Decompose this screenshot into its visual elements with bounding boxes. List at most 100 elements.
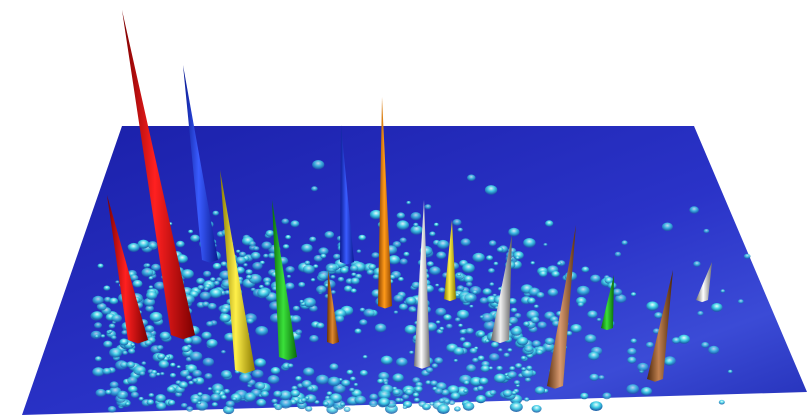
noise-peak <box>271 367 281 374</box>
noise-peak <box>298 282 305 287</box>
noise-peak <box>719 400 725 405</box>
noise-peak <box>397 212 405 218</box>
noise-peak <box>291 315 301 323</box>
noise-peak <box>393 389 401 395</box>
noise-peak <box>330 275 335 279</box>
noise-peak <box>212 402 218 407</box>
noise-peak <box>581 267 589 273</box>
noise-peak <box>220 314 231 323</box>
noise-peak <box>351 289 357 294</box>
noise-peak <box>427 261 434 266</box>
noise-peak <box>133 280 143 288</box>
noise-peak <box>627 348 636 355</box>
noise-peak <box>182 346 191 353</box>
noise-peak <box>498 348 503 352</box>
noise-peak <box>557 262 562 266</box>
noise-peak <box>340 402 345 406</box>
noise-peak <box>203 358 214 367</box>
noise-peak <box>744 254 751 259</box>
noise-peak <box>209 288 222 298</box>
noise-peak <box>295 329 302 334</box>
noise-peak <box>128 243 140 252</box>
noise-peak <box>496 366 503 371</box>
noise-peak <box>436 321 441 324</box>
noise-peak <box>662 223 673 232</box>
noise-peak <box>515 256 520 260</box>
noise-peak <box>527 297 535 304</box>
noise-peak <box>236 256 246 264</box>
noise-peak <box>437 240 449 249</box>
noise-peak <box>111 336 117 340</box>
noise-peak <box>377 379 384 384</box>
noise-peak <box>239 252 246 257</box>
noise-peak <box>253 246 259 251</box>
noise-peak <box>738 299 744 303</box>
noise-peak <box>422 404 431 411</box>
noise-peak <box>311 186 318 191</box>
noise-peak <box>360 308 365 312</box>
noise-peak <box>206 339 217 348</box>
noise-peak <box>316 285 326 293</box>
noise-peak <box>486 255 493 260</box>
noise-peak <box>323 402 329 407</box>
noise-peak <box>425 204 432 209</box>
noise-peak <box>597 318 602 321</box>
noise-peak <box>539 271 547 278</box>
noise-peak <box>480 297 489 304</box>
noise-peak <box>198 285 205 290</box>
noise-peak <box>316 375 329 385</box>
noise-peak <box>536 292 544 298</box>
noise-peak <box>192 370 202 377</box>
noise-peak <box>466 282 473 287</box>
noise-peak <box>273 391 282 398</box>
noise-peak <box>357 250 362 254</box>
noise-peak <box>511 391 516 395</box>
noise-peak <box>359 319 367 325</box>
noise-peak <box>249 241 256 247</box>
noise-peak <box>287 275 291 278</box>
noise-peak <box>245 269 252 275</box>
noise-peak <box>570 324 581 333</box>
noise-peak <box>394 311 398 314</box>
noise-peak <box>360 370 368 376</box>
noise-peak <box>255 326 268 336</box>
noise-peak <box>507 348 512 352</box>
noise-peak <box>159 360 170 368</box>
noise-peak <box>580 393 588 400</box>
noise-peak <box>109 324 116 329</box>
noise-peak <box>226 401 235 408</box>
noise-peak <box>101 334 105 337</box>
noise-peak <box>704 229 710 233</box>
noise-peak <box>157 353 165 359</box>
noise-peak <box>531 317 540 324</box>
noise-peak <box>303 265 315 274</box>
noise-peak <box>526 366 532 371</box>
noise-peak <box>472 358 479 363</box>
noise-peak <box>150 312 163 322</box>
noise-peak <box>463 389 468 393</box>
noise-peak <box>260 391 269 398</box>
noise-peak <box>95 335 99 338</box>
noise-peak <box>146 291 157 300</box>
noise-peak <box>491 342 499 348</box>
noise-peak <box>381 356 393 365</box>
noise-peak <box>599 375 605 380</box>
noise-peak <box>300 300 304 303</box>
noise-peak <box>411 212 422 220</box>
noise-peak <box>721 289 726 293</box>
noise-peak <box>221 395 227 400</box>
noise-peak <box>371 252 379 258</box>
noise-peak <box>637 363 648 372</box>
noise-peak <box>436 252 446 260</box>
noise-peak <box>464 275 474 282</box>
noise-peak <box>92 296 103 305</box>
noise-peak <box>400 258 408 264</box>
noise-peak <box>627 357 636 364</box>
noise-peak <box>494 262 499 266</box>
noise-peak <box>589 374 598 381</box>
noise-peak <box>355 329 362 334</box>
noise-peak <box>435 284 439 287</box>
noise-peak <box>654 312 662 318</box>
noise-peak <box>213 263 222 270</box>
noise-peak <box>701 342 709 348</box>
